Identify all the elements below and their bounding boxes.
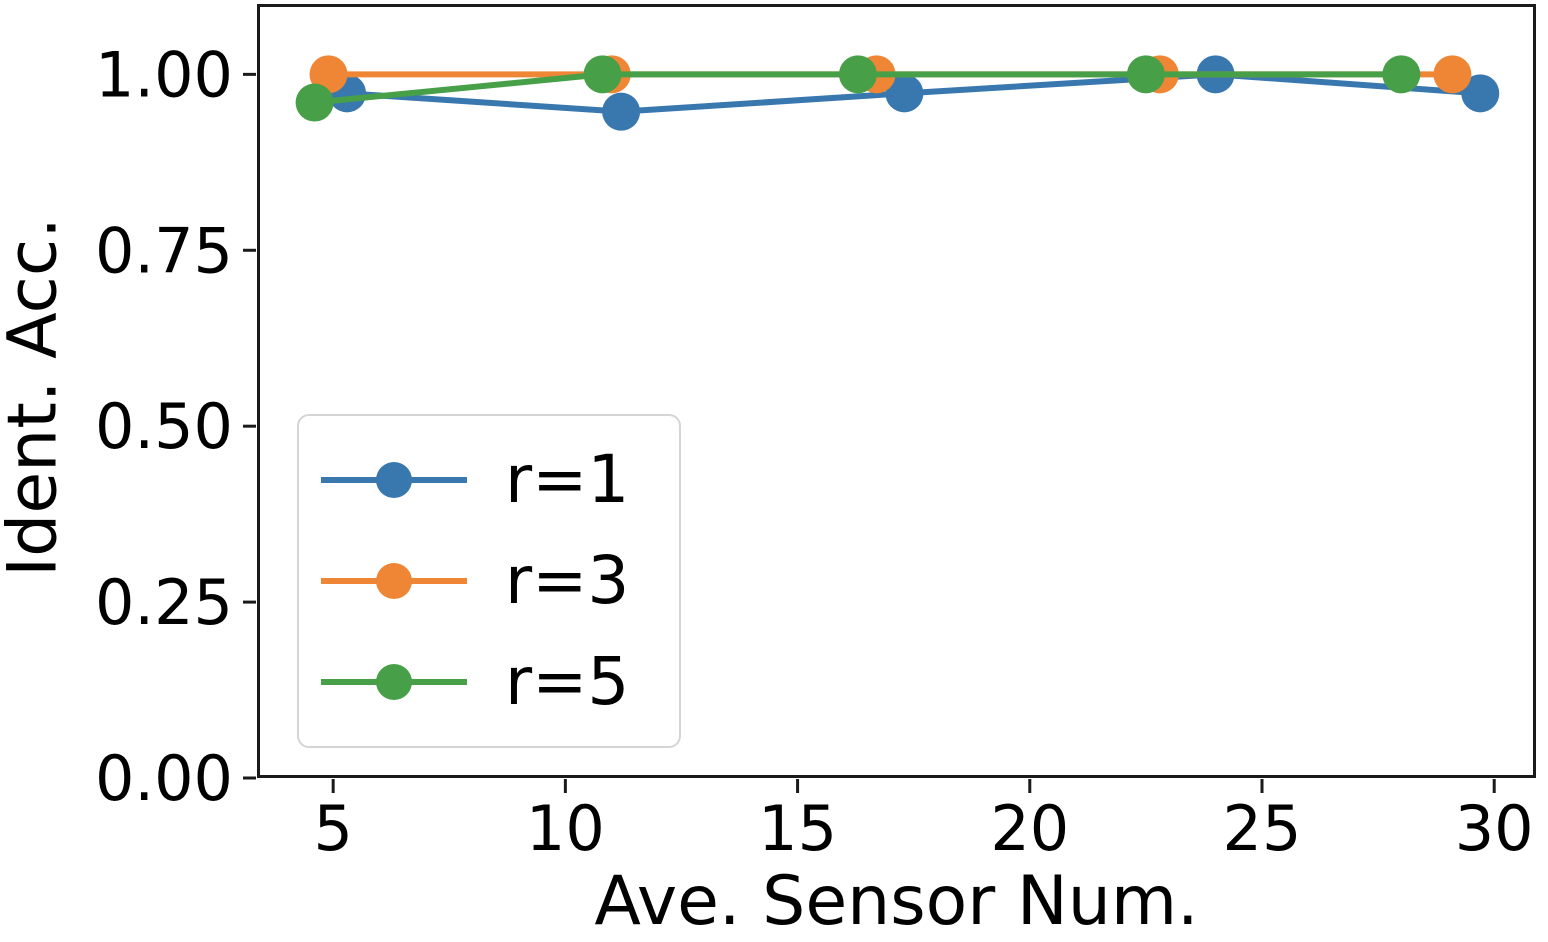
y-tick-label: 1.00 <box>95 38 233 111</box>
series-point-r1 <box>885 74 924 113</box>
series-point-r5 <box>295 83 334 122</box>
y-tick-label: 0.25 <box>95 566 233 639</box>
legend-entry-r3: r=3 <box>319 541 679 619</box>
series-point-r1 <box>1461 74 1500 113</box>
y-axis-label: Ident. Acc. <box>0 217 73 577</box>
x-tick-label: 5 <box>313 792 352 865</box>
series-point-r5 <box>1382 55 1421 94</box>
legend-label: r=1 <box>505 441 630 519</box>
x-tick-label: 20 <box>990 792 1069 865</box>
series-point-r5 <box>838 55 877 94</box>
x-tick-label: 25 <box>1223 792 1302 865</box>
legend-line-marker-icon <box>321 462 467 499</box>
legend-entry-r1: r=1 <box>319 447 679 513</box>
x-tick-label: 10 <box>526 792 605 865</box>
legend-entry-r5: r=5 <box>319 642 679 720</box>
legend-line-marker-icon <box>321 663 467 700</box>
series-point-r1 <box>602 92 641 131</box>
legend-line-marker-icon <box>321 562 467 599</box>
series-point-r5 <box>1126 55 1165 94</box>
legend-label: r=3 <box>505 541 630 619</box>
y-tick-label: 0.50 <box>95 390 233 463</box>
plot-border <box>257 4 1536 778</box>
x-axis-label: Ave. Sensor Num. <box>594 862 1199 941</box>
y-tick-label: 0.75 <box>95 214 233 287</box>
x-tick-label: 15 <box>758 792 837 865</box>
legend: r=1 r=3 r=5 <box>297 414 681 748</box>
legend-label: r=5 <box>505 642 630 720</box>
x-tick-label: 30 <box>1455 792 1534 865</box>
series-point-r5 <box>583 55 622 94</box>
series-point-r3 <box>1433 55 1472 94</box>
y-tick-label: 0.00 <box>95 742 233 815</box>
series-point-r3 <box>309 55 348 94</box>
